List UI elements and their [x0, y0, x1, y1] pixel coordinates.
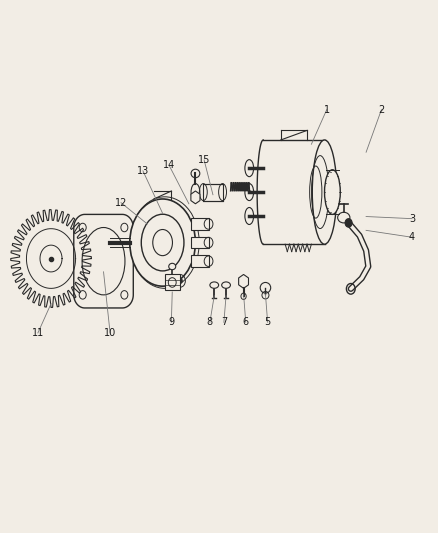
Ellipse shape [168, 263, 175, 270]
Ellipse shape [130, 199, 195, 286]
Text: 14: 14 [162, 160, 175, 171]
Ellipse shape [191, 183, 199, 200]
Ellipse shape [337, 212, 349, 223]
Polygon shape [74, 214, 133, 308]
Polygon shape [191, 191, 200, 204]
Ellipse shape [177, 278, 182, 284]
Polygon shape [238, 274, 248, 288]
Ellipse shape [221, 282, 230, 288]
Ellipse shape [311, 140, 336, 244]
Bar [191, 255, 208, 267]
Text: 3: 3 [408, 214, 414, 224]
Bar [191, 237, 208, 248]
Ellipse shape [344, 219, 351, 227]
Text: 5: 5 [264, 317, 270, 327]
Text: 2: 2 [378, 104, 384, 115]
Text: 8: 8 [206, 317, 212, 327]
Ellipse shape [209, 282, 218, 288]
Text: 13: 13 [137, 166, 149, 176]
Text: 1: 1 [323, 104, 329, 115]
Bar [191, 218, 208, 230]
Ellipse shape [260, 282, 270, 293]
Text: 4: 4 [408, 232, 414, 243]
Text: 15: 15 [198, 155, 210, 165]
Text: 10: 10 [104, 328, 116, 338]
Polygon shape [258, 140, 336, 244]
Polygon shape [74, 217, 133, 305]
Text: 11: 11 [32, 328, 44, 338]
Text: 6: 6 [242, 317, 248, 327]
Text: 7: 7 [220, 317, 226, 327]
Bar [164, 274, 179, 290]
Ellipse shape [324, 169, 339, 214]
Bar [203, 183, 222, 200]
Text: 9: 9 [168, 317, 174, 327]
Text: 12: 12 [115, 198, 127, 208]
